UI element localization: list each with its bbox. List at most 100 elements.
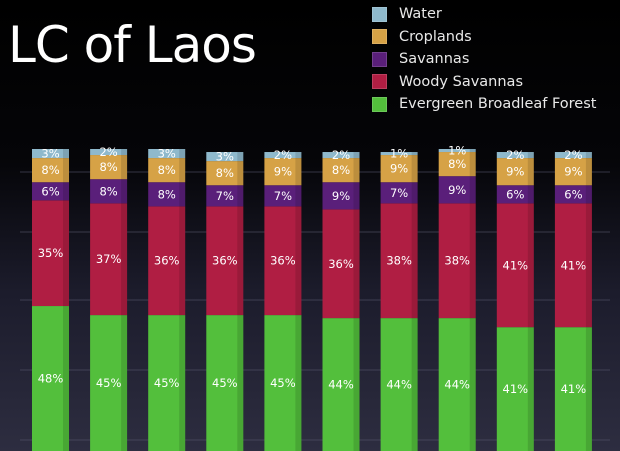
bar-shade-water-8: [527, 152, 534, 159]
legend-swatch-water: [372, 6, 387, 22]
bar-shade-savannas-9: [585, 185, 592, 204]
bar-shade-evergreen-broadleaf-forest-3: [237, 315, 244, 451]
bar-segment-croplands-3: [206, 161, 244, 186]
bar-shade-croplands-4: [295, 158, 302, 186]
bar-segment-savannas-9: [554, 185, 592, 204]
bar-label-croplands-0: 8%: [41, 163, 59, 177]
bar-label-water-3: 3%: [216, 150, 234, 164]
bar-label-evergreen-broadleaf-forest-4: 45%: [270, 376, 296, 390]
bar-label-woody-savannas-4: 36%: [270, 254, 296, 268]
bar-label-croplands-7: 8%: [448, 157, 466, 171]
bar-label-evergreen-broadleaf-forest-2: 45%: [154, 376, 180, 390]
bar-label-water-5: 2%: [332, 148, 350, 162]
bar-label-savannas-1: 8%: [99, 184, 117, 198]
bar-segment-evergreen-broadleaf-forest-7: [438, 318, 476, 451]
bar-shade-water-9: [585, 152, 592, 159]
bar-segment-woody-savannas-2: [148, 206, 186, 316]
bar-shade-woody-savannas-2: [179, 206, 186, 316]
bar-shade-savannas-2: [179, 182, 186, 207]
legend-item-water: Water: [372, 3, 596, 26]
bar-segment-woody-savannas-1: [90, 203, 128, 316]
bar-label-evergreen-broadleaf-forest-8: 41%: [503, 382, 529, 396]
bar-shade-evergreen-broadleaf-forest-5: [353, 318, 360, 451]
legend-label-evergreen-broadleaf-forest: Evergreen Broadleaf Forest: [399, 96, 597, 113]
bar-segment-evergreen-broadleaf-forest-9: [554, 327, 592, 451]
bar-shade-evergreen-broadleaf-forest-6: [411, 318, 418, 451]
bar-label-evergreen-broadleaf-forest-3: 45%: [212, 376, 238, 390]
bar-segment-water-3: [206, 152, 244, 162]
bar-label-savannas-9: 6%: [564, 187, 582, 201]
bar-label-water-0: 3%: [41, 147, 59, 161]
bar-segment-woody-savannas-5: [322, 209, 360, 319]
bar-shade-croplands-2: [179, 158, 186, 183]
bar-segment-savannas-4: [264, 185, 302, 207]
bar-segment-water-4: [264, 152, 302, 159]
bar-shade-woody-savannas-6: [411, 203, 418, 319]
bar-segment-evergreen-broadleaf-forest-5: [322, 318, 360, 451]
bar-segment-croplands-7: [438, 152, 476, 177]
bar-label-water-4: 2%: [274, 148, 292, 162]
bar-segment-croplands-1: [90, 155, 128, 180]
bar-label-croplands-8: 9%: [506, 165, 524, 179]
bar-label-evergreen-broadleaf-forest-5: 44%: [328, 378, 354, 392]
legend-swatch-woody-savannas: [372, 74, 387, 90]
bar-shade-woody-savannas-7: [469, 203, 476, 319]
bar-label-croplands-1: 8%: [99, 160, 117, 174]
bar-shade-evergreen-broadleaf-forest-2: [179, 315, 186, 451]
bar-label-water-2: 3%: [158, 147, 176, 161]
bar-shade-woody-savannas-9: [585, 203, 592, 328]
bar-label-woody-savannas-8: 41%: [503, 258, 529, 272]
bar-label-woody-savannas-0: 35%: [38, 246, 64, 260]
bar-label-croplands-5: 8%: [332, 163, 350, 177]
bar-label-croplands-6: 9%: [390, 162, 408, 176]
legend-label-croplands: Croplands: [399, 28, 472, 45]
bar-segment-water-7: [438, 149, 476, 153]
bar-shade-croplands-5: [353, 158, 360, 183]
bar-segment-woody-savannas-0: [32, 200, 69, 307]
bar-segment-savannas-2: [148, 182, 186, 207]
bar-shade-water-4: [295, 152, 302, 159]
bar-segment-water-9: [554, 152, 592, 159]
bar-shade-evergreen-broadleaf-forest-0: [63, 306, 69, 451]
bar-label-water-9: 2%: [564, 148, 582, 162]
bar-segment-woody-savannas-4: [264, 206, 302, 316]
bar-shade-savannas-1: [121, 179, 128, 204]
bar-label-water-8: 2%: [506, 148, 524, 162]
bar-segment-savannas-6: [380, 182, 418, 204]
bar-label-water-7: 1%: [448, 144, 466, 158]
bar-shade-croplands-3: [237, 161, 244, 186]
legend-item-woody-savannas: Woody Savannas: [372, 71, 596, 94]
bar-label-water-6: 1%: [390, 147, 408, 161]
bar-segment-croplands-9: [554, 158, 592, 186]
legend-swatch-croplands: [372, 29, 387, 45]
bar-label-evergreen-broadleaf-forest-9: 41%: [561, 382, 587, 396]
legend-label-water: Water: [399, 6, 442, 23]
bar-shade-savannas-5: [353, 182, 360, 210]
bar-segment-savannas-3: [206, 185, 244, 207]
bar-label-woody-savannas-2: 36%: [154, 254, 180, 268]
bar-shade-croplands-7: [469, 152, 476, 177]
bar-shade-croplands-6: [411, 155, 418, 183]
bar-segment-evergreen-broadleaf-forest-2: [148, 315, 186, 451]
bar-shade-woody-savannas-0: [63, 200, 69, 307]
bar-segment-evergreen-broadleaf-forest-3: [206, 315, 244, 451]
bar-segment-croplands-5: [322, 158, 360, 183]
legend-item-croplands: Croplands: [372, 26, 596, 49]
bar-segment-savannas-7: [438, 176, 476, 204]
chart-title: LC of Laos: [8, 16, 257, 74]
bar-shade-croplands-8: [527, 158, 534, 186]
bar-segment-savannas-1: [90, 179, 128, 204]
bar-shade-woody-savannas-5: [353, 209, 360, 319]
bar-label-woody-savannas-9: 41%: [561, 258, 587, 272]
bar-segment-evergreen-broadleaf-forest-6: [380, 318, 418, 451]
bar-segment-evergreen-broadleaf-forest-4: [264, 315, 302, 451]
bar-segment-croplands-8: [496, 158, 534, 186]
bar-label-savannas-8: 6%: [506, 187, 524, 201]
bar-shade-evergreen-broadleaf-forest-9: [585, 327, 592, 451]
bar-shade-croplands-9: [585, 158, 592, 186]
bar-label-savannas-7: 9%: [448, 183, 466, 197]
bar-shade-water-0: [63, 149, 69, 159]
bar-shade-water-1: [121, 149, 128, 156]
bar-label-savannas-5: 9%: [332, 189, 350, 203]
